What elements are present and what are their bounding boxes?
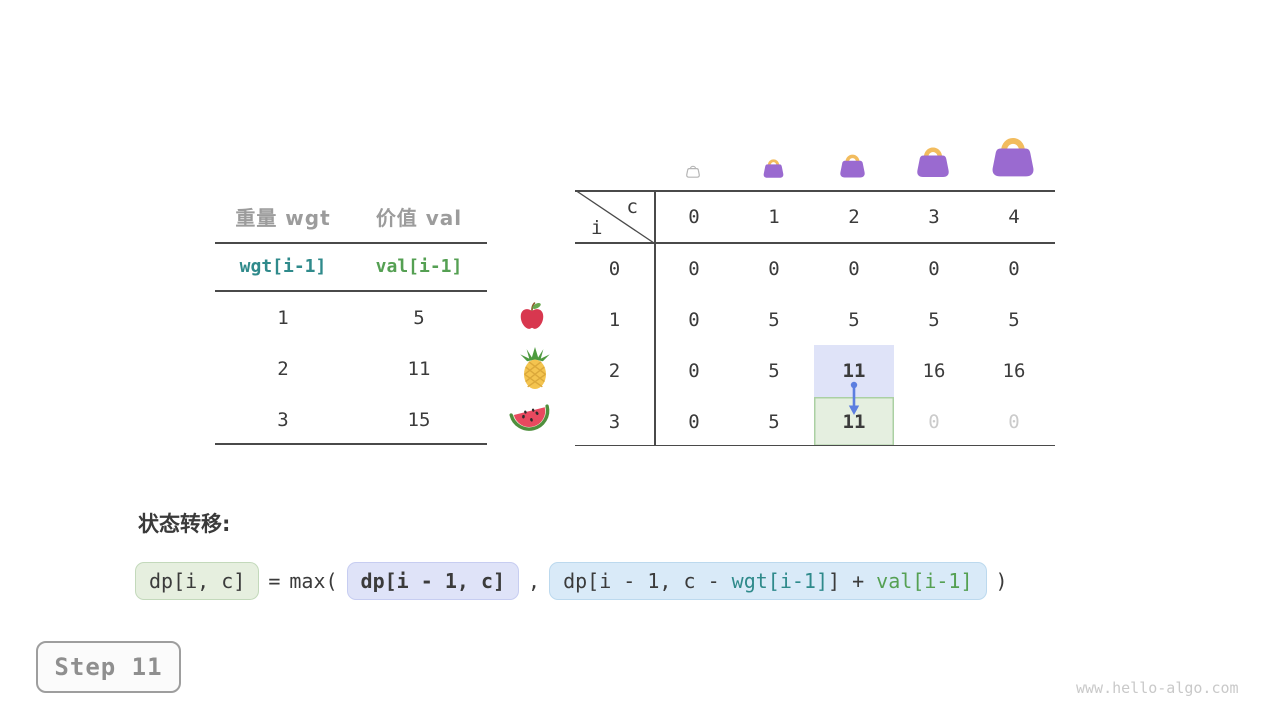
dp-cell: 0 <box>928 257 940 280</box>
pineapple-icon <box>520 347 550 389</box>
diagonal-divider <box>575 190 654 243</box>
bag-large-icon <box>917 147 949 177</box>
dp-cell: 0 <box>688 410 700 433</box>
dp-cell: 5 <box>768 410 780 433</box>
dp-cell: 5 <box>848 308 860 331</box>
bag-outline-icon <box>686 165 700 178</box>
dp-cell: 5 <box>928 308 940 331</box>
items-table-subheader: wgt[i-1] val[i-1] <box>215 242 487 290</box>
item-value: 11 <box>407 357 431 380</box>
row-header: 0 <box>608 257 621 280</box>
item-row: 3 15 <box>215 394 487 445</box>
formula-arg2-val: val[i-1] <box>876 569 973 593</box>
table-header-rule <box>575 242 1055 244</box>
divider <box>215 290 487 292</box>
formula-arg2-mid: ] + <box>828 569 877 593</box>
item-weight: 2 <box>277 357 289 380</box>
col-header: 2 <box>848 205 860 228</box>
dp-cell: 5 <box>768 308 780 331</box>
divider <box>215 242 487 244</box>
dp-cell-pending: 0 <box>928 410 940 433</box>
formula-comma: , <box>528 569 541 593</box>
formula-arg1: dp[i - 1, c] <box>346 562 520 600</box>
dp-cell: 0 <box>688 360 700 382</box>
capacity-var-label: c <box>626 196 638 218</box>
item-var-label: i <box>591 217 603 239</box>
transition-arrow-icon <box>848 381 860 415</box>
item-row: 1 5 <box>215 292 487 343</box>
item-value: 5 <box>413 306 425 329</box>
bag-medium-icon <box>840 154 865 178</box>
row-header: 3 <box>608 410 621 433</box>
dp-cell: 0 <box>848 257 860 280</box>
value-header: 价值 val <box>375 205 463 230</box>
col-header: 0 <box>688 205 700 228</box>
dp-corner-cell: c i <box>575 190 654 243</box>
formula-arg2-wgt: wgt[i-1] <box>731 569 828 593</box>
table-bottom-rule <box>575 444 1055 447</box>
dp-cell: 0 <box>688 308 700 331</box>
bag-small-icon <box>763 159 784 178</box>
transition-formula: dp[i, c] = max( dp[i - 1, c] , dp[i - 1,… <box>135 559 1008 603</box>
dp-cell: 5 <box>768 360 780 382</box>
bag-xlarge-icon <box>992 138 1034 177</box>
item-weight: 3 <box>277 408 289 431</box>
wgt-expression: wgt[i-1] <box>239 255 327 277</box>
apple-icon <box>520 302 544 329</box>
table-top-rule <box>575 190 1055 192</box>
dp-cell: 0 <box>768 257 780 280</box>
table-column-rule <box>654 190 656 446</box>
items-table: 重量 wgt 价值 val wgt[i-1] val[i-1] 1 5 2 11… <box>215 190 487 446</box>
item-row: 2 11 <box>215 343 487 394</box>
col-header: 1 <box>768 205 780 228</box>
formula-close-paren: ) <box>995 569 1008 593</box>
dp-cell-pending: 0 <box>1008 410 1020 433</box>
items-table-header: 重量 wgt 价值 val <box>215 190 487 242</box>
transition-label: 状态转移: <box>138 512 231 536</box>
dp-cell: 0 <box>688 257 700 280</box>
col-header: 3 <box>928 205 940 228</box>
item-value: 15 <box>407 408 431 431</box>
dp-table: c i 0 1 2 3 4 0 0 0 0 0 0 1 0 5 5 5 5 2 … <box>575 190 1055 447</box>
divider <box>215 443 487 445</box>
step-badge: Step 11 <box>36 641 181 693</box>
dp-cell: 5 <box>1008 308 1020 331</box>
formula-arg2-prefix: dp[i - 1, c - <box>563 569 732 593</box>
row-header: 1 <box>608 308 621 331</box>
formula-lhs: dp[i, c] <box>135 562 260 600</box>
dp-grid: c i 0 1 2 3 4 0 0 0 0 0 0 1 0 5 5 5 5 2 … <box>575 190 1054 446</box>
item-weight: 1 <box>277 306 289 329</box>
val-expression: val[i-1] <box>375 255 463 277</box>
formula-equals: = <box>268 569 281 593</box>
col-header: 4 <box>1008 205 1020 228</box>
watermelon-icon <box>509 404 550 431</box>
weight-header: 重量 wgt <box>235 205 331 230</box>
formula-max-open: max( <box>289 569 338 593</box>
dp-cell: 0 <box>1008 257 1020 280</box>
dp-cell: 16 <box>922 360 946 382</box>
formula-arg2: dp[i - 1, c - wgt[i-1]] + val[i-1] <box>549 562 987 600</box>
watermark: www.hello-algo.com <box>1076 679 1239 697</box>
row-header: 2 <box>608 360 621 382</box>
dp-cell: 16 <box>1002 360 1026 382</box>
